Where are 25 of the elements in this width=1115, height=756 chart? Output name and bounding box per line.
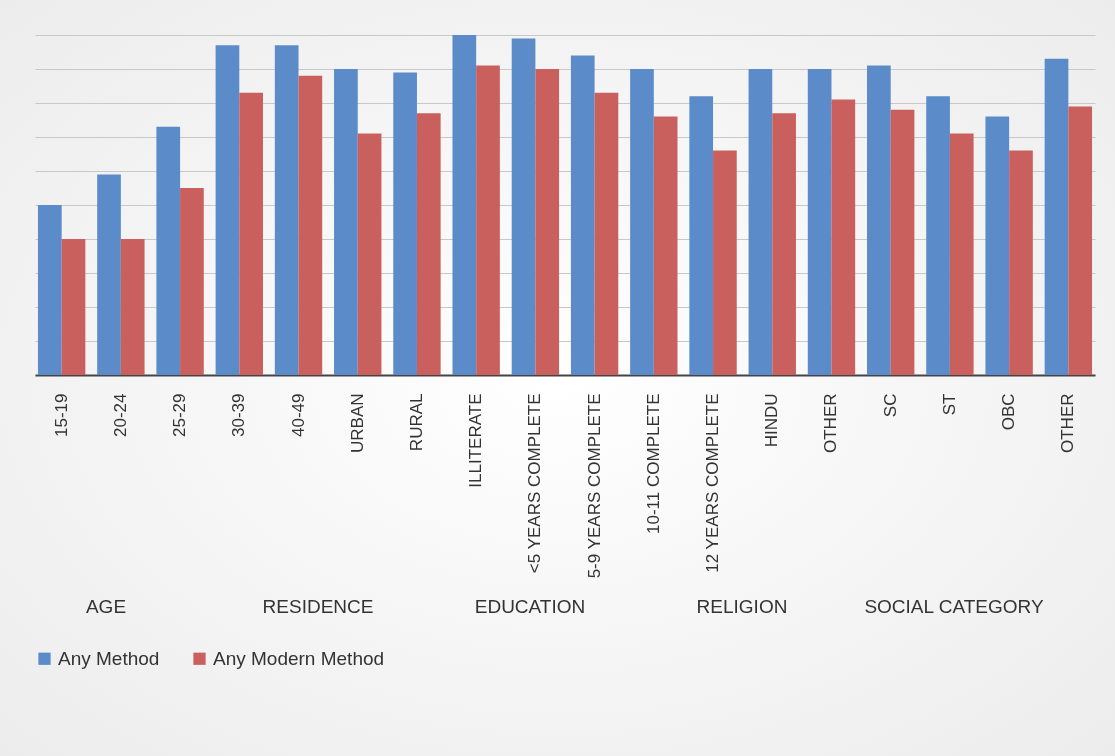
x-tick-label: 15-19 bbox=[51, 393, 71, 437]
x-tick-label: <5 YEARS COMPLETE bbox=[525, 393, 545, 574]
x-tick-label: OBC bbox=[999, 393, 1019, 431]
legend-label: Any Method bbox=[58, 647, 160, 669]
x-tick-label: ILLITERATE bbox=[466, 393, 486, 488]
text: RELIGION bbox=[695, 596, 789, 619]
legend-label: Any Modern Method bbox=[213, 647, 385, 669]
text: AGE bbox=[84, 596, 128, 619]
x-tick-label: 25-29 bbox=[170, 393, 190, 437]
text: RESIDENCE bbox=[261, 596, 375, 619]
x-tick-label: 10-11 COMPLETE bbox=[643, 393, 663, 534]
x-tick-label: ST bbox=[939, 393, 959, 416]
x-tick-label: OTHER bbox=[821, 393, 841, 453]
x-tick-label: 12 YEARS COMPLETE bbox=[703, 393, 723, 573]
x-tick-label: 40-49 bbox=[288, 393, 308, 437]
x-tick-label: 5-9 YEARS COMPLETE bbox=[584, 393, 604, 579]
text: SOCIAL CATEGORY bbox=[863, 596, 1045, 619]
x-tick-label: HINDU bbox=[762, 393, 782, 448]
x-tick-label: URBAN bbox=[347, 393, 367, 454]
x-tick-label: SC bbox=[880, 393, 900, 418]
text: EDUCATION bbox=[473, 596, 587, 619]
x-tick-label: 30-39 bbox=[229, 393, 249, 437]
x-tick-label: OTHER bbox=[1058, 393, 1078, 453]
x-tick-label: RURAL bbox=[406, 393, 426, 452]
x-tick-label: 20-24 bbox=[110, 393, 130, 437]
